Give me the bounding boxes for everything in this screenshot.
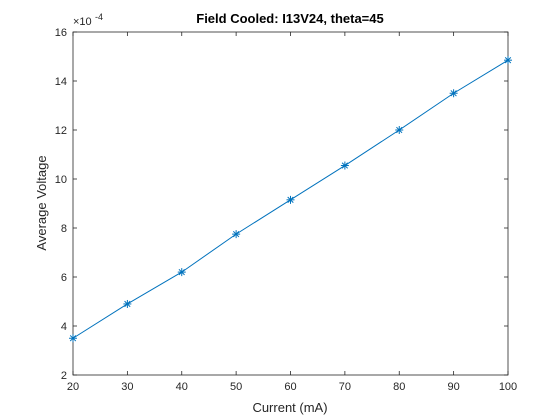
y-tick-label: 10 (55, 174, 67, 186)
y-tick-label: 14 (55, 76, 67, 88)
data-point (340, 161, 349, 170)
x-tick-label: 100 (499, 381, 517, 393)
x-tick-label: 80 (393, 381, 405, 393)
data-point (286, 195, 295, 204)
data-point (395, 126, 404, 134)
x-tick-label: 50 (230, 381, 242, 393)
series-markers (69, 56, 512, 343)
y-axis-ticks: 2 4 6 8 10 12 14 16 (55, 27, 508, 382)
y-tick-label: 2 (61, 370, 67, 382)
y-scale-exponent: ×10 -4 (73, 12, 103, 28)
x-tick-label: 70 (339, 381, 351, 393)
data-point (449, 89, 458, 98)
x-tick-label: 90 (448, 381, 460, 393)
x-tick-label: 60 (284, 381, 296, 393)
x-tick-label: 40 (176, 381, 188, 393)
chart-title: Field Cooled: I13V24, theta=45 (196, 11, 383, 26)
x-tick-label: 20 (67, 381, 79, 393)
y-tick-label: 6 (61, 272, 67, 284)
y-tick-label: 8 (61, 223, 67, 235)
y-exponent-power: -4 (95, 12, 103, 22)
y-tick-label: 12 (55, 125, 67, 137)
y-exponent-base: ×10 (73, 16, 92, 28)
y-axis-label: Average Voltage (34, 155, 49, 250)
data-point (177, 268, 186, 277)
x-axis-ticks: 20 30 40 50 60 70 80 90 100 (67, 32, 517, 393)
data-point (69, 334, 77, 343)
data-point (504, 56, 512, 65)
data-point (123, 299, 132, 308)
data-point (232, 230, 241, 239)
y-tick-label: 16 (55, 27, 67, 39)
y-tick-label: 4 (61, 321, 67, 333)
x-tick-label: 30 (121, 381, 133, 393)
x-axis-label: Current (mA) (252, 400, 327, 415)
